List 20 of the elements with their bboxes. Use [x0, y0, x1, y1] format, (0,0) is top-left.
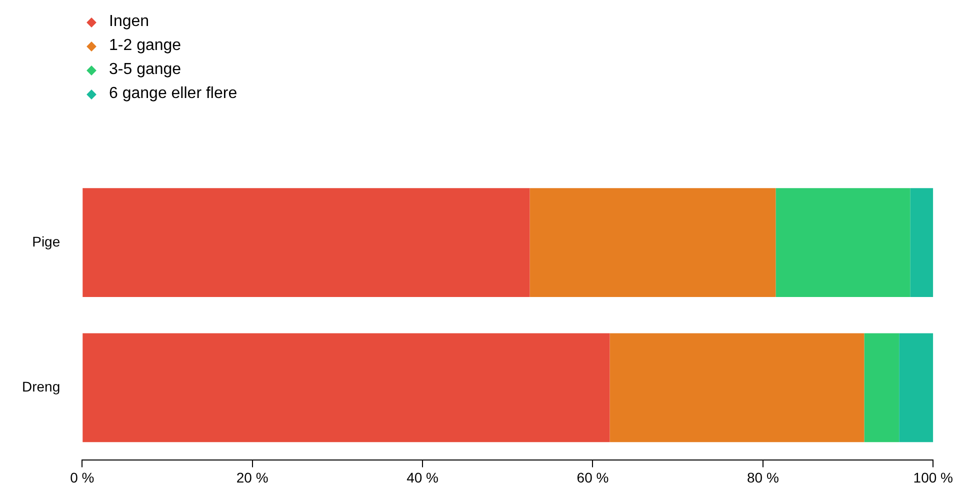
legend-label: 3-5 gange: [109, 61, 182, 79]
bar: [82, 333, 610, 442]
y-tick-label: Dreng: [22, 378, 60, 395]
bar: [864, 333, 900, 442]
legend-label: 6 gange eller flere: [109, 85, 238, 103]
bar: [82, 188, 530, 297]
x-tick-label: 20 %: [236, 469, 268, 486]
bar: [899, 333, 934, 442]
x-tick-label: 100 %: [913, 469, 954, 486]
bar: [610, 333, 864, 442]
x-tick-label: 0 %: [70, 469, 94, 486]
y-tick-label: Pige: [32, 233, 60, 250]
x-tick-label: 40 %: [406, 469, 438, 486]
x-tick-label: 60 %: [576, 469, 609, 486]
legend-label: Ingen: [109, 13, 150, 31]
bar: [530, 188, 776, 297]
bar: [910, 188, 934, 297]
bar: [776, 188, 910, 297]
x-tick-label: 80 %: [746, 469, 779, 486]
legend-label: 1-2 gange: [109, 37, 182, 55]
